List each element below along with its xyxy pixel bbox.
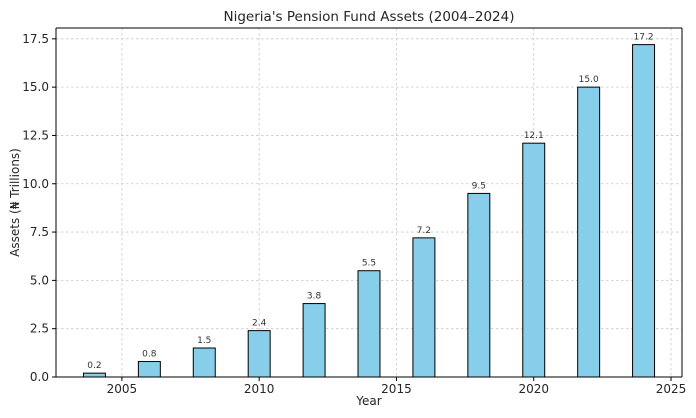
y-ticks: 0.0 2.5 5.0 7.5 10.0 12.5 15.0 17.5 [22, 32, 56, 384]
bar [302, 303, 326, 378]
bar [522, 142, 546, 378]
y-tick-label: 5.0 [30, 273, 49, 287]
bar-value-label: 17.2 [634, 33, 654, 43]
bar [412, 237, 436, 378]
x-tick-label: 2020 [518, 382, 549, 396]
y-tick-label: 7.5 [30, 225, 49, 239]
y-tick-label: 17.5 [22, 32, 49, 46]
chart-title: Nigeria's Pension Fund Assets (2004–2024… [224, 9, 515, 25]
x-tick-label: 2025 [656, 382, 687, 396]
bar-value-label: 7.2 [417, 226, 431, 236]
bars [82, 44, 656, 378]
data-labels: 0.2 0.8 1.5 2.4 3.8 5.5 7.2 9.5 12.1 15.0 17.2 [87, 33, 653, 372]
x-ticks: 2005 2010 2015 2020 2025 [107, 377, 687, 396]
bar [577, 86, 601, 378]
x-axis-label: Year [355, 394, 381, 408]
y-axis-label: Assets (₦ Trillions) [8, 148, 22, 257]
bar [82, 372, 106, 378]
bar [632, 44, 656, 378]
bar-value-label: 5.5 [362, 259, 376, 269]
axes [55, 27, 683, 378]
bar-value-label: 9.5 [472, 181, 486, 191]
y-tick-label: 12.5 [22, 128, 49, 142]
y-tick-label: 15.0 [22, 80, 49, 94]
x-tick-label: 2005 [107, 382, 138, 396]
bar [137, 361, 161, 378]
bar-value-label: 0.2 [87, 361, 101, 371]
x-tick-label: 2010 [244, 382, 275, 396]
bar-value-label: 0.8 [142, 350, 157, 360]
bar [357, 270, 381, 378]
bar-value-label: 12.1 [524, 131, 544, 141]
bar [467, 192, 491, 378]
x-tick-label: 2015 [381, 382, 412, 396]
bar-value-label: 2.4 [252, 319, 267, 329]
y-tick-label: 10.0 [22, 177, 49, 191]
bar-value-label: 15.0 [579, 75, 599, 85]
y-tick-label: 2.5 [30, 322, 49, 336]
y-tick-label: 0.0 [30, 370, 49, 384]
bar [192, 347, 216, 378]
bar [247, 330, 271, 378]
bar-value-label: 3.8 [307, 292, 322, 302]
bar-value-label: 1.5 [197, 336, 211, 346]
